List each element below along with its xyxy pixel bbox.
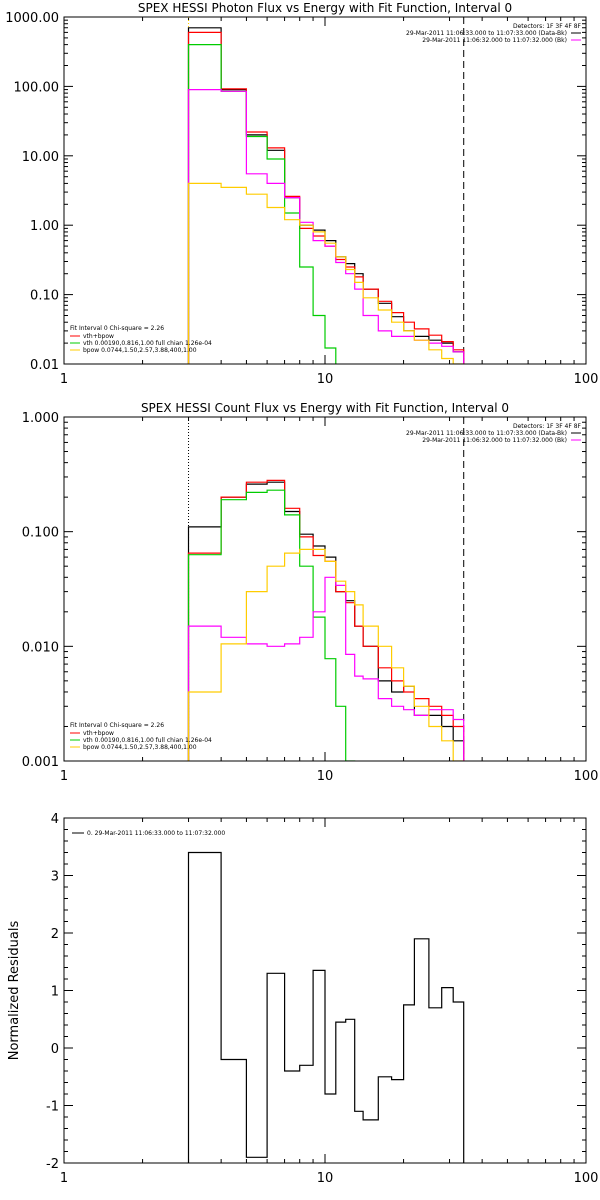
info-line: 29-Mar-2011 11:06:32.000 to 11:07:32.000…	[422, 37, 567, 44]
y-tick-label: 0.10	[30, 289, 59, 304]
fit-legend-item: vth+bpow	[83, 333, 114, 340]
fit-legend-item: bpow 0.0744,1.50,2.57,3.88,400,1.00	[83, 744, 197, 751]
y-tick-label: 2	[51, 927, 59, 942]
series-yellow-step	[187, 182, 465, 364]
x-tick-label: 1	[60, 769, 68, 784]
count-flux-panel: SPEX HESSI Count Flux vs Energy with Fit…	[22, 401, 599, 784]
fit-legend-item: bpow 0.0744,1.50,2.57,3.88,400,1.00	[83, 347, 197, 354]
x-tick-label: 10	[317, 372, 334, 387]
x-tick-label: 1	[60, 1171, 68, 1186]
y-tick-label: 10.00	[22, 150, 59, 165]
y-tick-label: 1000.00	[5, 11, 59, 26]
plot-frame	[63, 817, 587, 1164]
series-vth-step	[187, 44, 337, 364]
y-tick-label: 1	[51, 985, 59, 1000]
y-tick-label: 1.00	[30, 219, 59, 234]
plot-frame	[63, 416, 587, 762]
series-sum-step	[187, 479, 465, 761]
series-vth-step	[187, 489, 356, 761]
x-tick-label: 1	[60, 372, 68, 387]
chart-title: SPEX HESSI Photon Flux vs Energy with Fi…	[138, 1, 512, 15]
plot-frame	[63, 16, 587, 365]
series-total-step	[187, 27, 465, 364]
y-tick-label: 3	[51, 870, 59, 885]
info-line: Detectors: 1F 3F 4F 8F	[513, 423, 582, 430]
series-sum-step	[187, 31, 465, 364]
fit-legend-title: Fit Interval 0 Chi-square = 2.26	[70, 722, 164, 729]
y-tick-label: 0	[51, 1042, 59, 1057]
series-total-step	[187, 851, 465, 1163]
y-tick-label: -2	[46, 1157, 59, 1172]
chart-title: SPEX HESSI Count Flux vs Energy with Fit…	[141, 401, 509, 415]
photon-flux-panel: SPEX HESSI Photon Flux vs Energy with Fi…	[5, 1, 598, 387]
x-tick-label: 10	[317, 769, 334, 784]
x-tick-label: 100	[574, 1171, 599, 1186]
info-line: Detectors: 1F 3F 4F 8F	[513, 23, 582, 30]
series-total-step	[187, 481, 465, 761]
y-tick-label: 4	[51, 812, 59, 827]
fit-legend-item: vth 0.00190,0.816,1.00 full chian 1.26e-…	[83, 340, 212, 347]
y-tick-label: 1.000	[22, 411, 59, 426]
series-yellow-step	[187, 548, 465, 761]
series-bpow-step	[187, 89, 465, 364]
x-tick-label: 10	[317, 1171, 334, 1186]
y-tick-label: 0.001	[22, 755, 59, 770]
info-line: 29-Mar-2011 11:06:33.000 to 11:07:33.000…	[406, 430, 567, 437]
residual-legend-entry: 0. 29-Mar-2011 11:06:33.000 to 11:07:32.…	[87, 830, 225, 837]
data-series-group	[187, 851, 465, 1163]
x-tick-label: 100	[574, 372, 599, 387]
fit-legend-item: vth 0.00190,0.816,1.00 full chian 1.26e-…	[83, 737, 212, 744]
fit-legend-title: Fit Interval 0 Chi-square = 2.26	[70, 325, 164, 332]
data-series-group	[187, 479, 465, 761]
x-tick-label: 100	[574, 769, 599, 784]
y-tick-label: 100.00	[14, 80, 60, 95]
info-line: 29-Mar-2011 11:06:33.000 to 11:07:33.000…	[406, 30, 567, 37]
y-tick-label: 0.100	[22, 526, 59, 541]
data-series-group	[187, 27, 465, 364]
residuals-panel: 1 10 100 -2 -1 0 1 2 3 4 Normalized Residuals 0. 29…	[7, 812, 598, 1186]
info-line: 29-Mar-2011 11:06:32.000 to 11:07:32.000…	[422, 437, 567, 444]
fit-legend-item: vth+bpow	[83, 730, 114, 737]
y-tick-label: 0.01	[30, 358, 59, 373]
y-tick-label: 0.010	[22, 640, 59, 655]
y-axis-label: Normalized Residuals	[7, 921, 22, 1061]
y-tick-label: -1	[46, 1100, 59, 1115]
series-bpow-step	[187, 576, 465, 761]
